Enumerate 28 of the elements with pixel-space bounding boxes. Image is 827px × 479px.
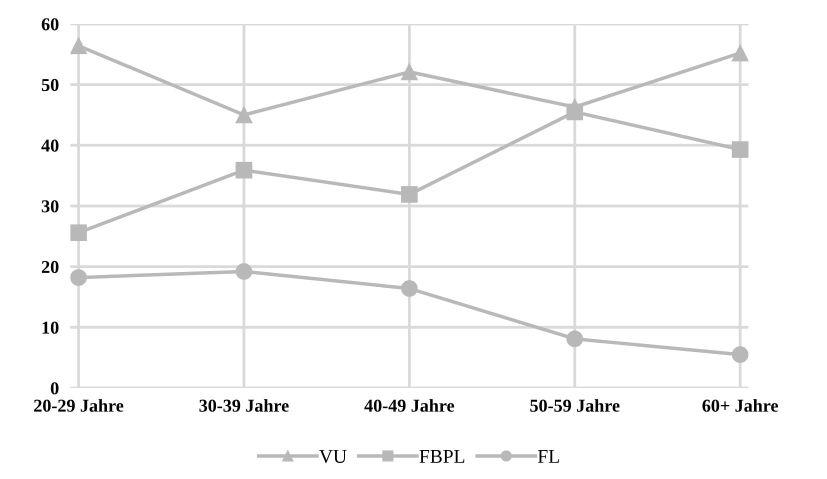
y-tick-label: 60 — [42, 18, 58, 30]
legend-label: FL — [538, 450, 559, 463]
y-tick-label: 20 — [42, 260, 58, 274]
point — [566, 330, 584, 348]
point — [70, 37, 87, 54]
point — [401, 280, 418, 297]
y-tick-label: 30 — [42, 200, 58, 212]
x-tick-label: 40-49 Jahre — [364, 399, 454, 412]
point — [732, 141, 748, 158]
y-tick-label: 0 — [50, 382, 58, 394]
x-tick-label: 20-29 Jahre — [34, 399, 124, 412]
legend-label: FBPL — [420, 450, 464, 463]
x-tick-label: 60+ Jahre — [702, 399, 778, 412]
point — [236, 263, 252, 280]
legend-label: VU — [319, 450, 347, 464]
y-tick-label: 10 — [42, 322, 58, 334]
point — [401, 186, 418, 203]
point — [236, 162, 252, 179]
x-tick-label: 30-39 Jahre — [199, 399, 289, 412]
point — [732, 346, 748, 363]
point — [401, 64, 418, 80]
x-tick-label: 50-59 Jahre — [530, 399, 620, 412]
point — [732, 44, 748, 62]
point — [70, 269, 87, 286]
y-tick-label: 50 — [42, 78, 58, 92]
point — [236, 106, 252, 124]
y-tick-label: 40 — [41, 140, 58, 152]
point — [70, 224, 87, 241]
